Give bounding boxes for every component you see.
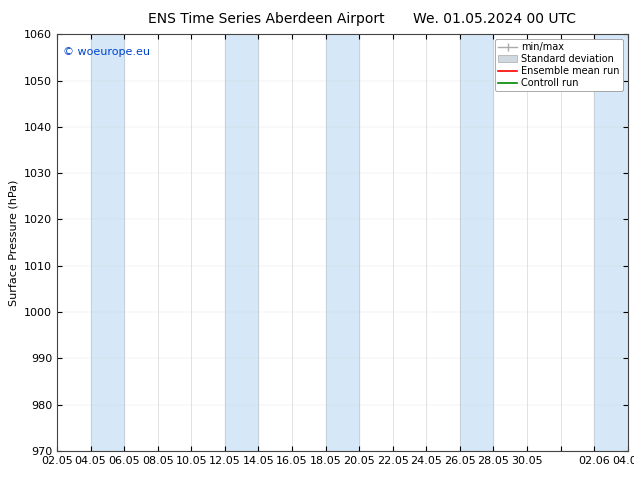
Legend: min/max, Standard deviation, Ensemble mean run, Controll run: min/max, Standard deviation, Ensemble me… [495, 39, 623, 91]
Bar [594, 34, 628, 451]
Y-axis label: Surface Pressure (hPa): Surface Pressure (hPa) [8, 179, 18, 306]
Bar [91, 34, 124, 451]
Text: We. 01.05.2024 00 UTC: We. 01.05.2024 00 UTC [413, 12, 576, 26]
Text: © woeurope.eu: © woeurope.eu [63, 47, 150, 57]
Text: ENS Time Series Aberdeen Airport: ENS Time Series Aberdeen Airport [148, 12, 385, 26]
Bar [460, 34, 493, 451]
Bar [326, 34, 359, 451]
Bar [225, 34, 259, 451]
